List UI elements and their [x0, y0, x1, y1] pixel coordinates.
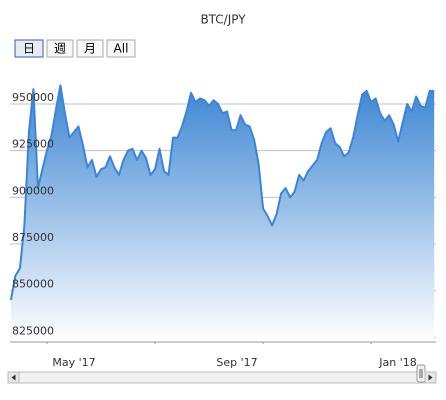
navigator-label: May '17 — [52, 356, 95, 369]
range-button[interactable] — [14, 39, 44, 58]
navigator-handle[interactable] — [416, 364, 426, 383]
area-fill — [10, 85, 435, 342]
y-tick-label: 925000 — [12, 138, 54, 151]
range-button-label[interactable]: All — [114, 42, 129, 56]
y-tick-label: 950000 — [12, 91, 54, 104]
navigator-band — [10, 344, 436, 370]
navigator-label: Jan '18 — [378, 356, 416, 369]
scrollbar[interactable] — [7, 364, 437, 384]
range-button-label[interactable]: 日 — [23, 42, 35, 56]
y-tick-label: 825000 — [12, 324, 54, 337]
area-line — [9, 84, 435, 301]
scrollbar-track[interactable] — [7, 371, 437, 384]
arrow-right — [428, 374, 433, 381]
range-button-label[interactable]: 月 — [84, 42, 96, 56]
range-button[interactable] — [106, 39, 136, 58]
chart-title: BTC/JPY — [200, 13, 246, 27]
y-tick-label: 900000 — [12, 184, 54, 197]
y-tick-label: 850000 — [12, 278, 54, 291]
range-selector: 日 週 月 All — [14, 39, 136, 58]
y-tick-label: 875000 — [12, 231, 54, 244]
plot-area: 8250008500008750009000009250009500003. F… — [9, 84, 436, 359]
navigator: May '17 Sep '17 Jan '18 — [10, 344, 436, 370]
range-button-label[interactable]: 週 — [54, 42, 66, 56]
range-button[interactable] — [76, 39, 104, 58]
navigator-label: Sep '17 — [216, 356, 257, 369]
arrow-left — [11, 374, 16, 381]
range-button[interactable] — [46, 39, 74, 58]
